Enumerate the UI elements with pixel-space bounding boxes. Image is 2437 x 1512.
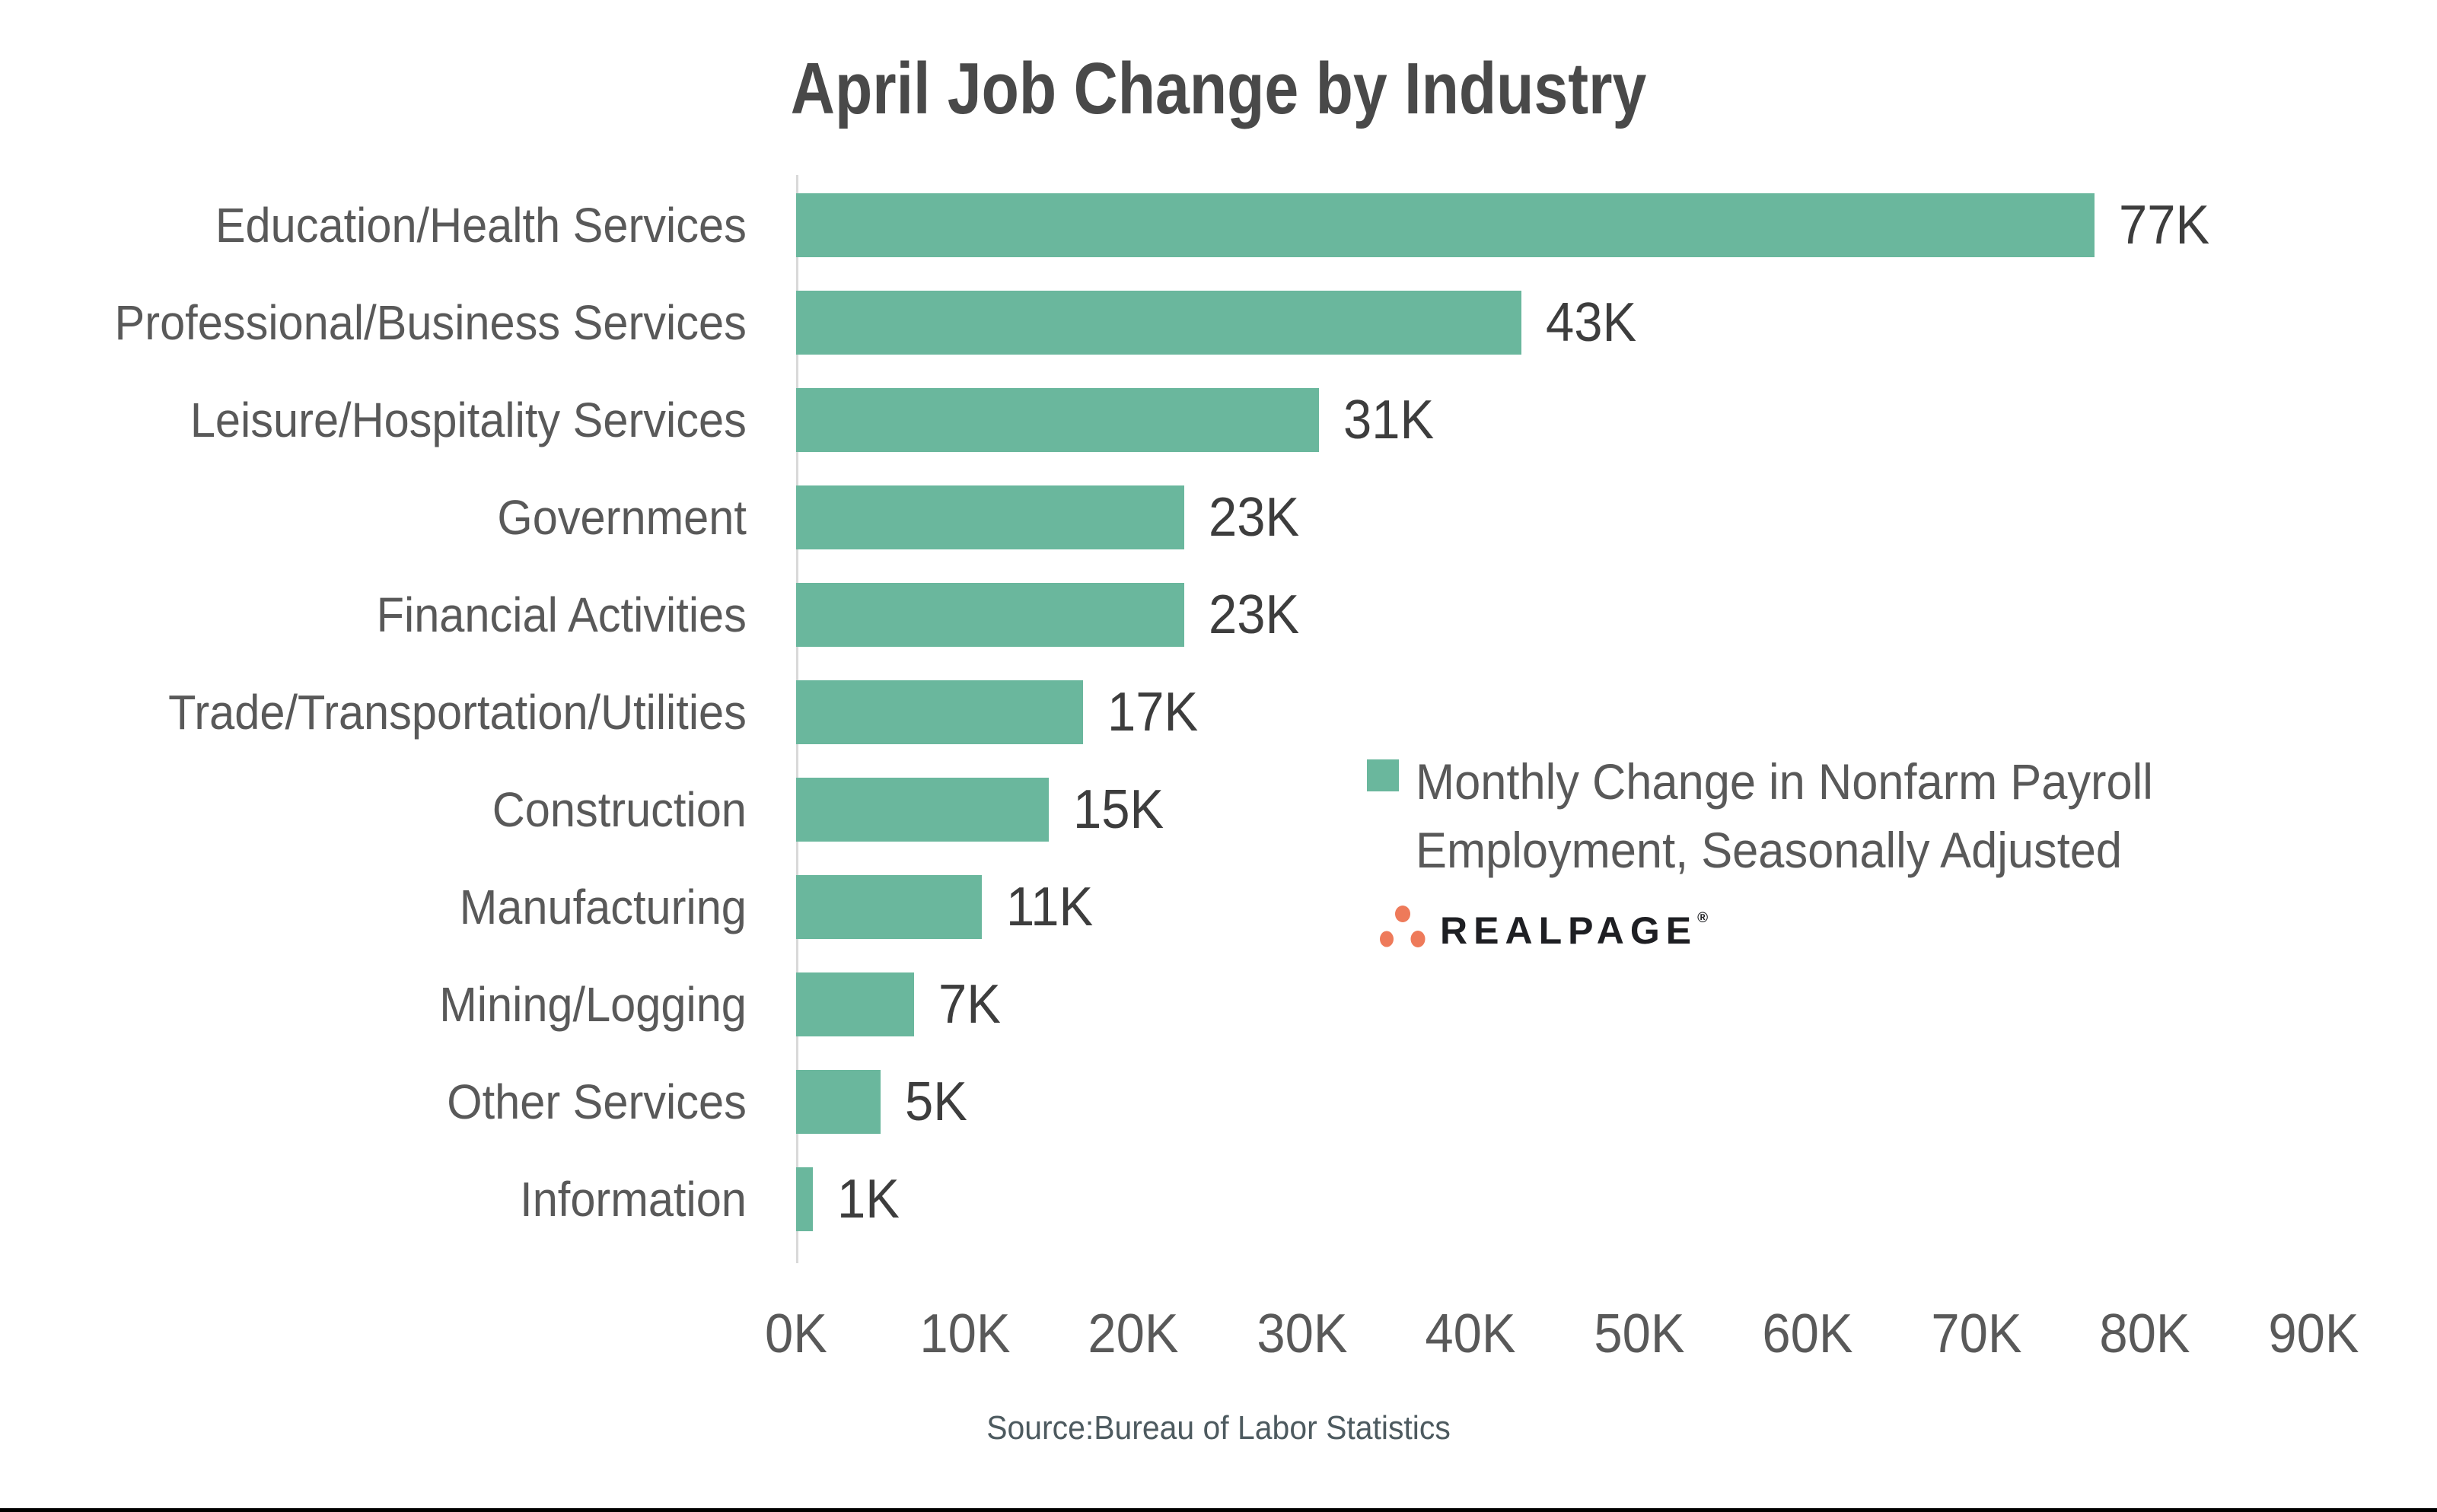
category-label: Construction (492, 782, 747, 837)
bar-row: Information 1K (0, 1151, 2314, 1248)
bar-rows: Education/Health Services 77K Profession… (0, 177, 2314, 1248)
bar (796, 680, 1083, 744)
bar-zone: 11K (796, 858, 2314, 956)
bar-zone: 31K (796, 371, 2314, 469)
bar-value-label: 23K (1208, 487, 1299, 548)
category-label: Leisure/Hospitality Services (190, 393, 747, 447)
bar (796, 388, 1319, 452)
bar-value-label: 31K (1343, 390, 1434, 450)
source-note: Source:Bureau of Labor Statistics (986, 1409, 1451, 1447)
x-axis-tick: 80K (2099, 1304, 2191, 1364)
bar-row: Professional/Business Services 43K (0, 274, 2314, 371)
bar-row: Leisure/Hospitality Services 31K (0, 371, 2314, 469)
x-axis-tick: 70K (1931, 1304, 2022, 1364)
legend-swatch-icon (1367, 759, 1399, 791)
bottom-rule (0, 1508, 2437, 1512)
bar (796, 972, 915, 1036)
category-label: Education/Health Services (215, 198, 747, 253)
chart-title: April Job Change by Industry (790, 48, 1647, 129)
bar-zone: 23K (796, 566, 2314, 664)
bar-row: Manufacturing 11K (0, 858, 2314, 956)
bar-zone: 77K (796, 177, 2314, 274)
registered-trademark-symbol: ® (1697, 910, 1709, 926)
bar-zone: 7K (796, 956, 2314, 1053)
x-axis-tick: 90K (2268, 1304, 2359, 1364)
legend-label-line2: Employment, Seasonally Adjusted (1416, 822, 2123, 878)
bar (796, 875, 982, 939)
realpage-wordmark: REALPAGE® (1440, 909, 1709, 952)
bar (796, 778, 1050, 842)
category-label: Trade/Transportation/Utilities (168, 685, 747, 740)
bar-value-label: 5K (904, 1071, 967, 1132)
bar (796, 1070, 881, 1134)
bar-zone: 23K (796, 469, 2314, 566)
category-label: Mining/Logging (439, 977, 747, 1032)
bar-row: Other Services 5K (0, 1053, 2314, 1151)
x-axis: 0K 10K 20K 30K 40K 50K 60K 70K 80K 90K (765, 1303, 2359, 1371)
x-axis-tick: 60K (1762, 1304, 1853, 1364)
bar-row: Government 23K (0, 469, 2314, 566)
bar (796, 485, 1184, 549)
x-axis-tick: 0K (765, 1304, 827, 1364)
bar-zone: 1K (796, 1151, 2314, 1248)
bar-value-label: 43K (1545, 292, 1636, 353)
category-label: Information (520, 1172, 747, 1227)
bar (796, 583, 1184, 647)
bar-row: Mining/Logging 7K (0, 956, 2314, 1053)
bar-zone: 43K (796, 274, 2314, 371)
bar-zone: 15K (796, 761, 2314, 858)
x-axis-tick: 50K (1594, 1304, 1685, 1364)
x-axis-tick: 30K (1257, 1304, 1348, 1364)
legend-label-line1: Monthly Change in Nonfarm Payroll (1416, 753, 2153, 810)
category-label: Professional/Business Services (114, 295, 747, 350)
x-axis-tick: 10K (919, 1304, 1011, 1364)
category-label: Financial Activities (376, 587, 747, 642)
bar-value-label: 23K (1208, 584, 1299, 645)
bar-value-label: 1K (837, 1169, 900, 1230)
category-label: Other Services (447, 1074, 747, 1129)
x-axis-tick: 20K (1088, 1304, 1179, 1364)
bar-value-label: 77K (2118, 195, 2210, 256)
bar-zone: 5K (796, 1053, 2314, 1151)
bar-value-label: 11K (1005, 877, 1093, 937)
bar-zone: 17K (796, 664, 2314, 761)
bar-value-label: 7K (938, 974, 1001, 1035)
category-label: Government (497, 490, 747, 545)
legend-label: Monthly Change in Nonfarm Payroll Employ… (1416, 747, 2153, 884)
bar-row: Construction 15K (0, 761, 2314, 858)
bar-row: Trade/Transportation/Utilities 17K (0, 664, 2314, 761)
legend: Monthly Change in Nonfarm Payroll Employ… (1367, 747, 2209, 884)
bar-row: Financial Activities 23K (0, 566, 2314, 664)
realpage-logo: REALPAGE® (1367, 896, 1708, 957)
bar-value-label: 15K (1073, 779, 1164, 840)
bar (796, 1167, 814, 1231)
bar (796, 193, 2095, 257)
bar (796, 291, 1521, 355)
x-axis-tick: 40K (1425, 1304, 1516, 1364)
bar-row: Education/Health Services 77K (0, 177, 2314, 274)
bar-value-label: 17K (1107, 682, 1198, 743)
category-label: Manufacturing (459, 880, 747, 934)
realpage-dots-icon (1380, 906, 1426, 947)
